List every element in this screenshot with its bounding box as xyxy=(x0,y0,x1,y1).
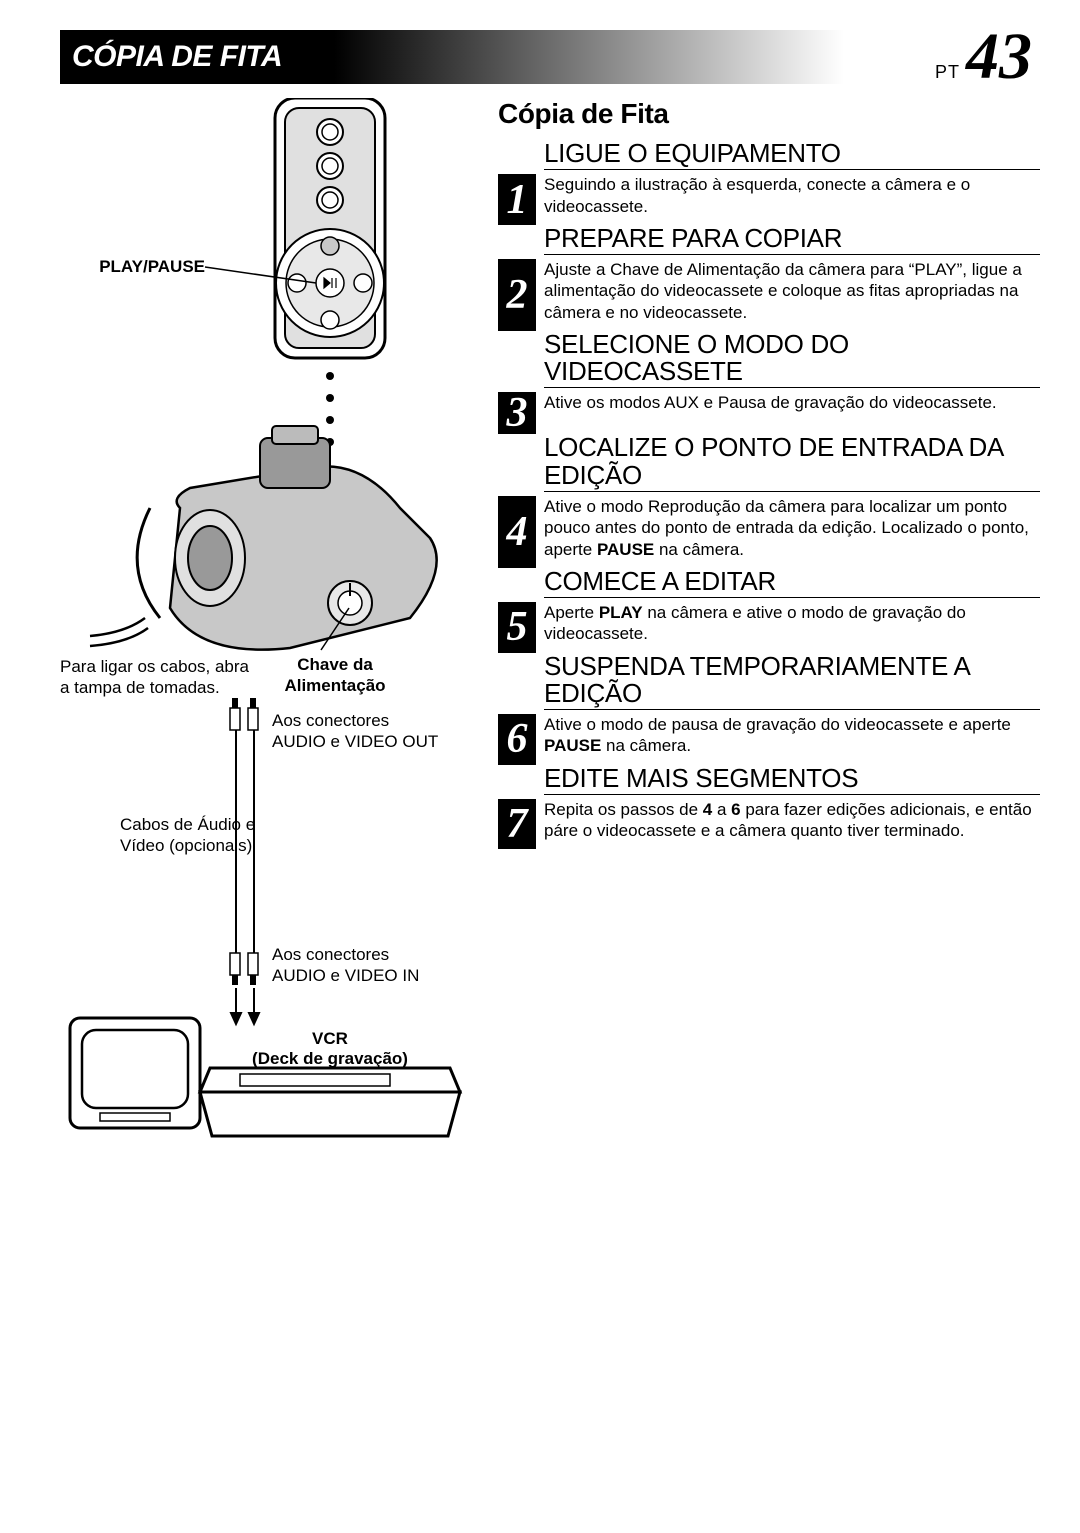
step-heading: LOCALIZE O PONTO DE ENTRADA DA EDIÇÃO xyxy=(544,434,1040,492)
step-heading: PREPARE PARA COPIAR xyxy=(544,225,1040,255)
section-title: Cópia de Fita xyxy=(498,98,1040,130)
page: CÓPIA DE FITA PT 43 xyxy=(0,0,1080,1533)
step-body: Ative os modos AUX e Pausa de gravação d… xyxy=(536,392,1040,434)
step-row: 1Seguindo a ilustração à esquerda, conec… xyxy=(498,174,1040,225)
step: PREPARE PARA COPIAR 2Ajuste a Chave de Al… xyxy=(498,225,1040,331)
step: EDITE MAIS SEGMENTOS 7Repita os passos de… xyxy=(498,765,1040,850)
steps-column: Cópia de Fita LIGUE O EQUIPAMENTO 1Seguin… xyxy=(498,98,1040,1158)
label-in-connectors: Aos conectores AUDIO e VIDEO IN xyxy=(272,944,442,987)
step-row: 5Aperte PLAY na câmera e ative o modo de… xyxy=(498,602,1040,653)
vcr-icon xyxy=(200,1068,460,1136)
step-heading: SELECIONE O MODO DO VIDEOCASSETE xyxy=(544,331,1040,389)
step-body: Ajuste a Chave de Alimentação da câmera … xyxy=(536,259,1040,331)
header-page-group: PT 43 xyxy=(935,24,1032,90)
label-chave: Chave da Alimentação xyxy=(270,654,400,697)
header-page-number: 43 xyxy=(966,24,1032,90)
camcorder-icon xyxy=(90,426,437,650)
step: SELECIONE O MODO DO VIDEOCASSETE3Ative o… xyxy=(498,331,1040,435)
step-number: 1 xyxy=(507,179,528,221)
diagram-column: PLAY/PAUSE Para ligar os cabos, abra a t… xyxy=(60,98,480,1158)
label-play-pause: PLAY/PAUSE xyxy=(60,256,205,277)
step-body: Repita os passos de 4 a 6 para fazer edi… xyxy=(536,799,1040,850)
step-number: 2 xyxy=(507,274,528,316)
label-cables: Cabos de Áudio e Vídeo (opcionais) xyxy=(120,814,290,857)
step-row: 6Ative o modo de pausa de gravação do vi… xyxy=(498,714,1040,765)
step: COMECE A EDITAR 5Aperte PLAY na câmera e … xyxy=(498,568,1040,653)
step-number-box: 2 xyxy=(498,259,536,331)
columns: PLAY/PAUSE Para ligar os cabos, abra a t… xyxy=(60,98,1040,1158)
step: SUSPENDA TEMPORARIAMENTE A EDIÇÃO6Ative … xyxy=(498,653,1040,765)
step-row: 7Repita os passos de 4 a 6 para fazer ed… xyxy=(498,799,1040,850)
step-heading: EDITE MAIS SEGMENTOS xyxy=(544,765,1040,795)
step-number: 4 xyxy=(507,511,528,553)
step: LIGUE O EQUIPAMENTO 1Seguindo a ilustraçã… xyxy=(498,140,1040,225)
label-vcr: VCR xyxy=(230,1028,430,1049)
header-bar: CÓPIA DE FITA PT 43 xyxy=(60,30,1040,84)
header-page-prefix: PT xyxy=(935,62,960,83)
step-number: 7 xyxy=(507,803,528,845)
label-out-connectors: Aos conectores AUDIO e VIDEO OUT xyxy=(272,710,442,753)
step-body: Ative o modo Reprodução da câmera para l… xyxy=(536,496,1040,568)
step-heading: COMECE A EDITAR xyxy=(544,568,1040,598)
step-row: 3Ative os modos AUX e Pausa de gravação … xyxy=(498,392,1040,434)
steps-list: LIGUE O EQUIPAMENTO 1Seguindo a ilustraçã… xyxy=(498,140,1040,849)
step-body: Aperte PLAY na câmera e ative o modo de … xyxy=(536,602,1040,653)
step-number: 6 xyxy=(507,718,528,760)
step-row: 2Ajuste a Chave de Alimentação da câmera… xyxy=(498,259,1040,331)
remote-icon xyxy=(275,98,385,358)
step-number: 5 xyxy=(507,606,528,648)
step-heading: LIGUE O EQUIPAMENTO xyxy=(544,140,1040,170)
label-deck: (Deck de gravação) xyxy=(230,1048,430,1069)
step: LOCALIZE O PONTO DE ENTRADA DA EDIÇÃO4At… xyxy=(498,434,1040,567)
step-number-box: 4 xyxy=(498,496,536,568)
step-number-box: 3 xyxy=(498,392,536,434)
label-cabos-note: Para ligar os cabos, abra a tampa de tom… xyxy=(60,656,250,699)
step-number-box: 6 xyxy=(498,714,536,765)
step-heading: SUSPENDA TEMPORARIAMENTE A EDIÇÃO xyxy=(544,653,1040,711)
step-body: Seguindo a ilustração à esquerda, conect… xyxy=(536,174,1040,225)
header-title: CÓPIA DE FITA xyxy=(72,40,282,74)
step-number: 3 xyxy=(507,392,528,434)
tv-icon xyxy=(70,1018,200,1128)
step-row: 4Ative o modo Reprodução da câmera para … xyxy=(498,496,1040,568)
step-number-box: 1 xyxy=(498,174,536,225)
step-body: Ative o modo de pausa de gravação do vid… xyxy=(536,714,1040,765)
step-number-box: 7 xyxy=(498,799,536,850)
step-number-box: 5 xyxy=(498,602,536,653)
